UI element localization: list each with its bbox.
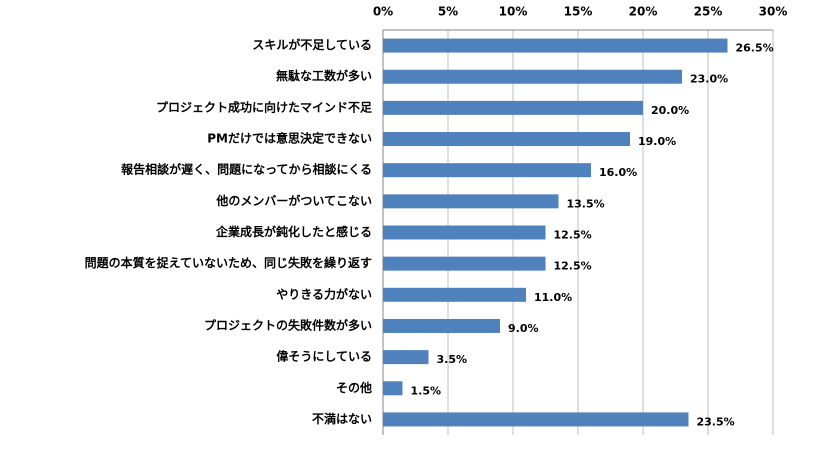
value-label: 19.0% xyxy=(638,135,676,148)
bar xyxy=(383,69,682,84)
bar xyxy=(383,194,559,209)
y-tick-label: その他 xyxy=(336,380,372,395)
y-tick-label: 報告相談が遅く、問題になってから相談にくる xyxy=(121,162,372,177)
y-tick-label: PMだけでは意思決定できない xyxy=(207,131,372,146)
y-tick-label: 偉そうにしている xyxy=(276,349,372,364)
y-tick-label: 無駄な工数が多い xyxy=(276,68,372,83)
bar xyxy=(383,163,591,178)
bar xyxy=(383,225,546,240)
value-label: 12.5% xyxy=(554,260,592,273)
value-label: 11.0% xyxy=(534,291,572,304)
x-tick-label: 20% xyxy=(629,5,658,19)
y-tick-label: やりきる力がない xyxy=(276,286,372,301)
value-label: 3.5% xyxy=(437,353,468,366)
value-label: 13.5% xyxy=(567,197,605,210)
value-label: 1.5% xyxy=(411,384,442,397)
y-tick-label: 企業成長が鈍化したと感じる xyxy=(215,224,372,239)
bar xyxy=(383,38,728,53)
x-tick-label: 15% xyxy=(564,5,593,19)
bar xyxy=(383,287,526,302)
value-label: 23.5% xyxy=(697,415,735,428)
x-tick-label: 25% xyxy=(694,5,723,19)
y-tick-label: スキルが不足している xyxy=(252,37,372,52)
y-tick-label: 問題の本質を捉えていないため、同じ失敗を繰り返す xyxy=(85,255,372,270)
value-label: 26.5% xyxy=(736,42,774,55)
y-tick-label: プロジェクト成功に向けたマインド不足 xyxy=(156,99,372,114)
x-tick-label: 10% xyxy=(499,5,528,19)
value-label: 16.0% xyxy=(599,166,637,179)
bar xyxy=(383,100,643,115)
bar xyxy=(383,256,546,271)
bar xyxy=(383,318,500,333)
y-tick-label: プロジェクトの失敗件数が多い xyxy=(204,317,372,332)
bar xyxy=(383,350,429,365)
x-tick-label: 0% xyxy=(373,5,393,19)
value-label: 9.0% xyxy=(508,322,539,335)
y-tick-label: 不満はない xyxy=(312,411,372,426)
x-tick-label: 5% xyxy=(438,5,458,19)
bar xyxy=(383,381,403,396)
value-label: 23.0% xyxy=(690,73,728,86)
x-tick-label: 30% xyxy=(759,5,788,19)
y-tick-label: 他のメンバーがついてこない xyxy=(215,193,372,208)
value-label: 20.0% xyxy=(651,104,689,117)
bar xyxy=(383,412,689,427)
bar xyxy=(383,132,630,147)
value-label: 12.5% xyxy=(554,229,592,242)
